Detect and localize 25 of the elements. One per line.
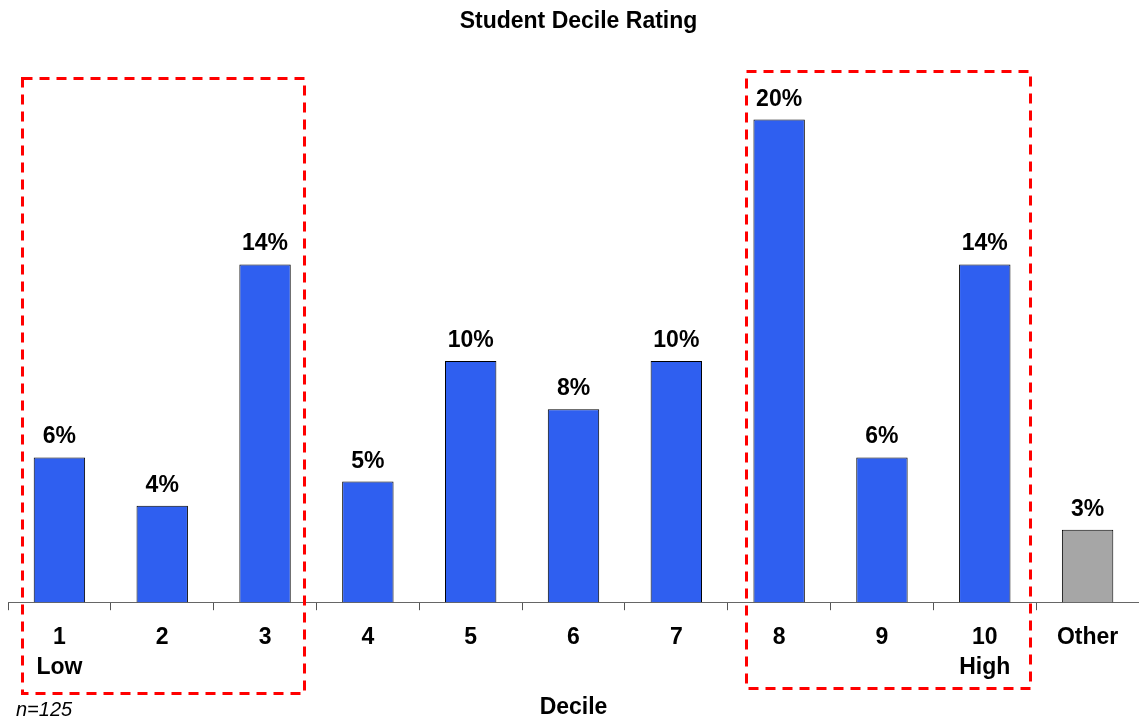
x-tick-label: 3 [258,623,272,650]
x-axis-title: Decile [539,692,608,719]
data-label: 10% [653,325,700,352]
data-label: 14% [242,229,289,256]
x-tick-label: Other [1056,623,1119,650]
x-tick-label: 7 [669,623,683,650]
data-label: 3% [1070,494,1105,521]
text: n=125 [16,697,74,720]
x-tick-label: 2 [155,623,169,650]
x-tick-label: 1 Low [36,623,83,680]
data-label: 8% [556,374,591,401]
x-tick-label: 9 [875,623,889,650]
x-tick-label: 4 [361,623,375,650]
x-tick-label: 10 High [959,623,1011,680]
data-label: 10% [447,325,494,352]
x-tick-label: 5 [464,623,478,650]
data-label: 6% [42,422,77,449]
chart-title: Student Decile Rating [459,7,698,34]
x-tick-label: 8 [772,623,786,650]
data-label: 6% [865,422,899,449]
data-label: 4% [145,470,179,497]
data-label: 20% [756,84,803,111]
x-tick-label: 6 [567,623,580,650]
data-label: 5% [351,446,385,473]
data-label: 14% [961,229,1008,256]
